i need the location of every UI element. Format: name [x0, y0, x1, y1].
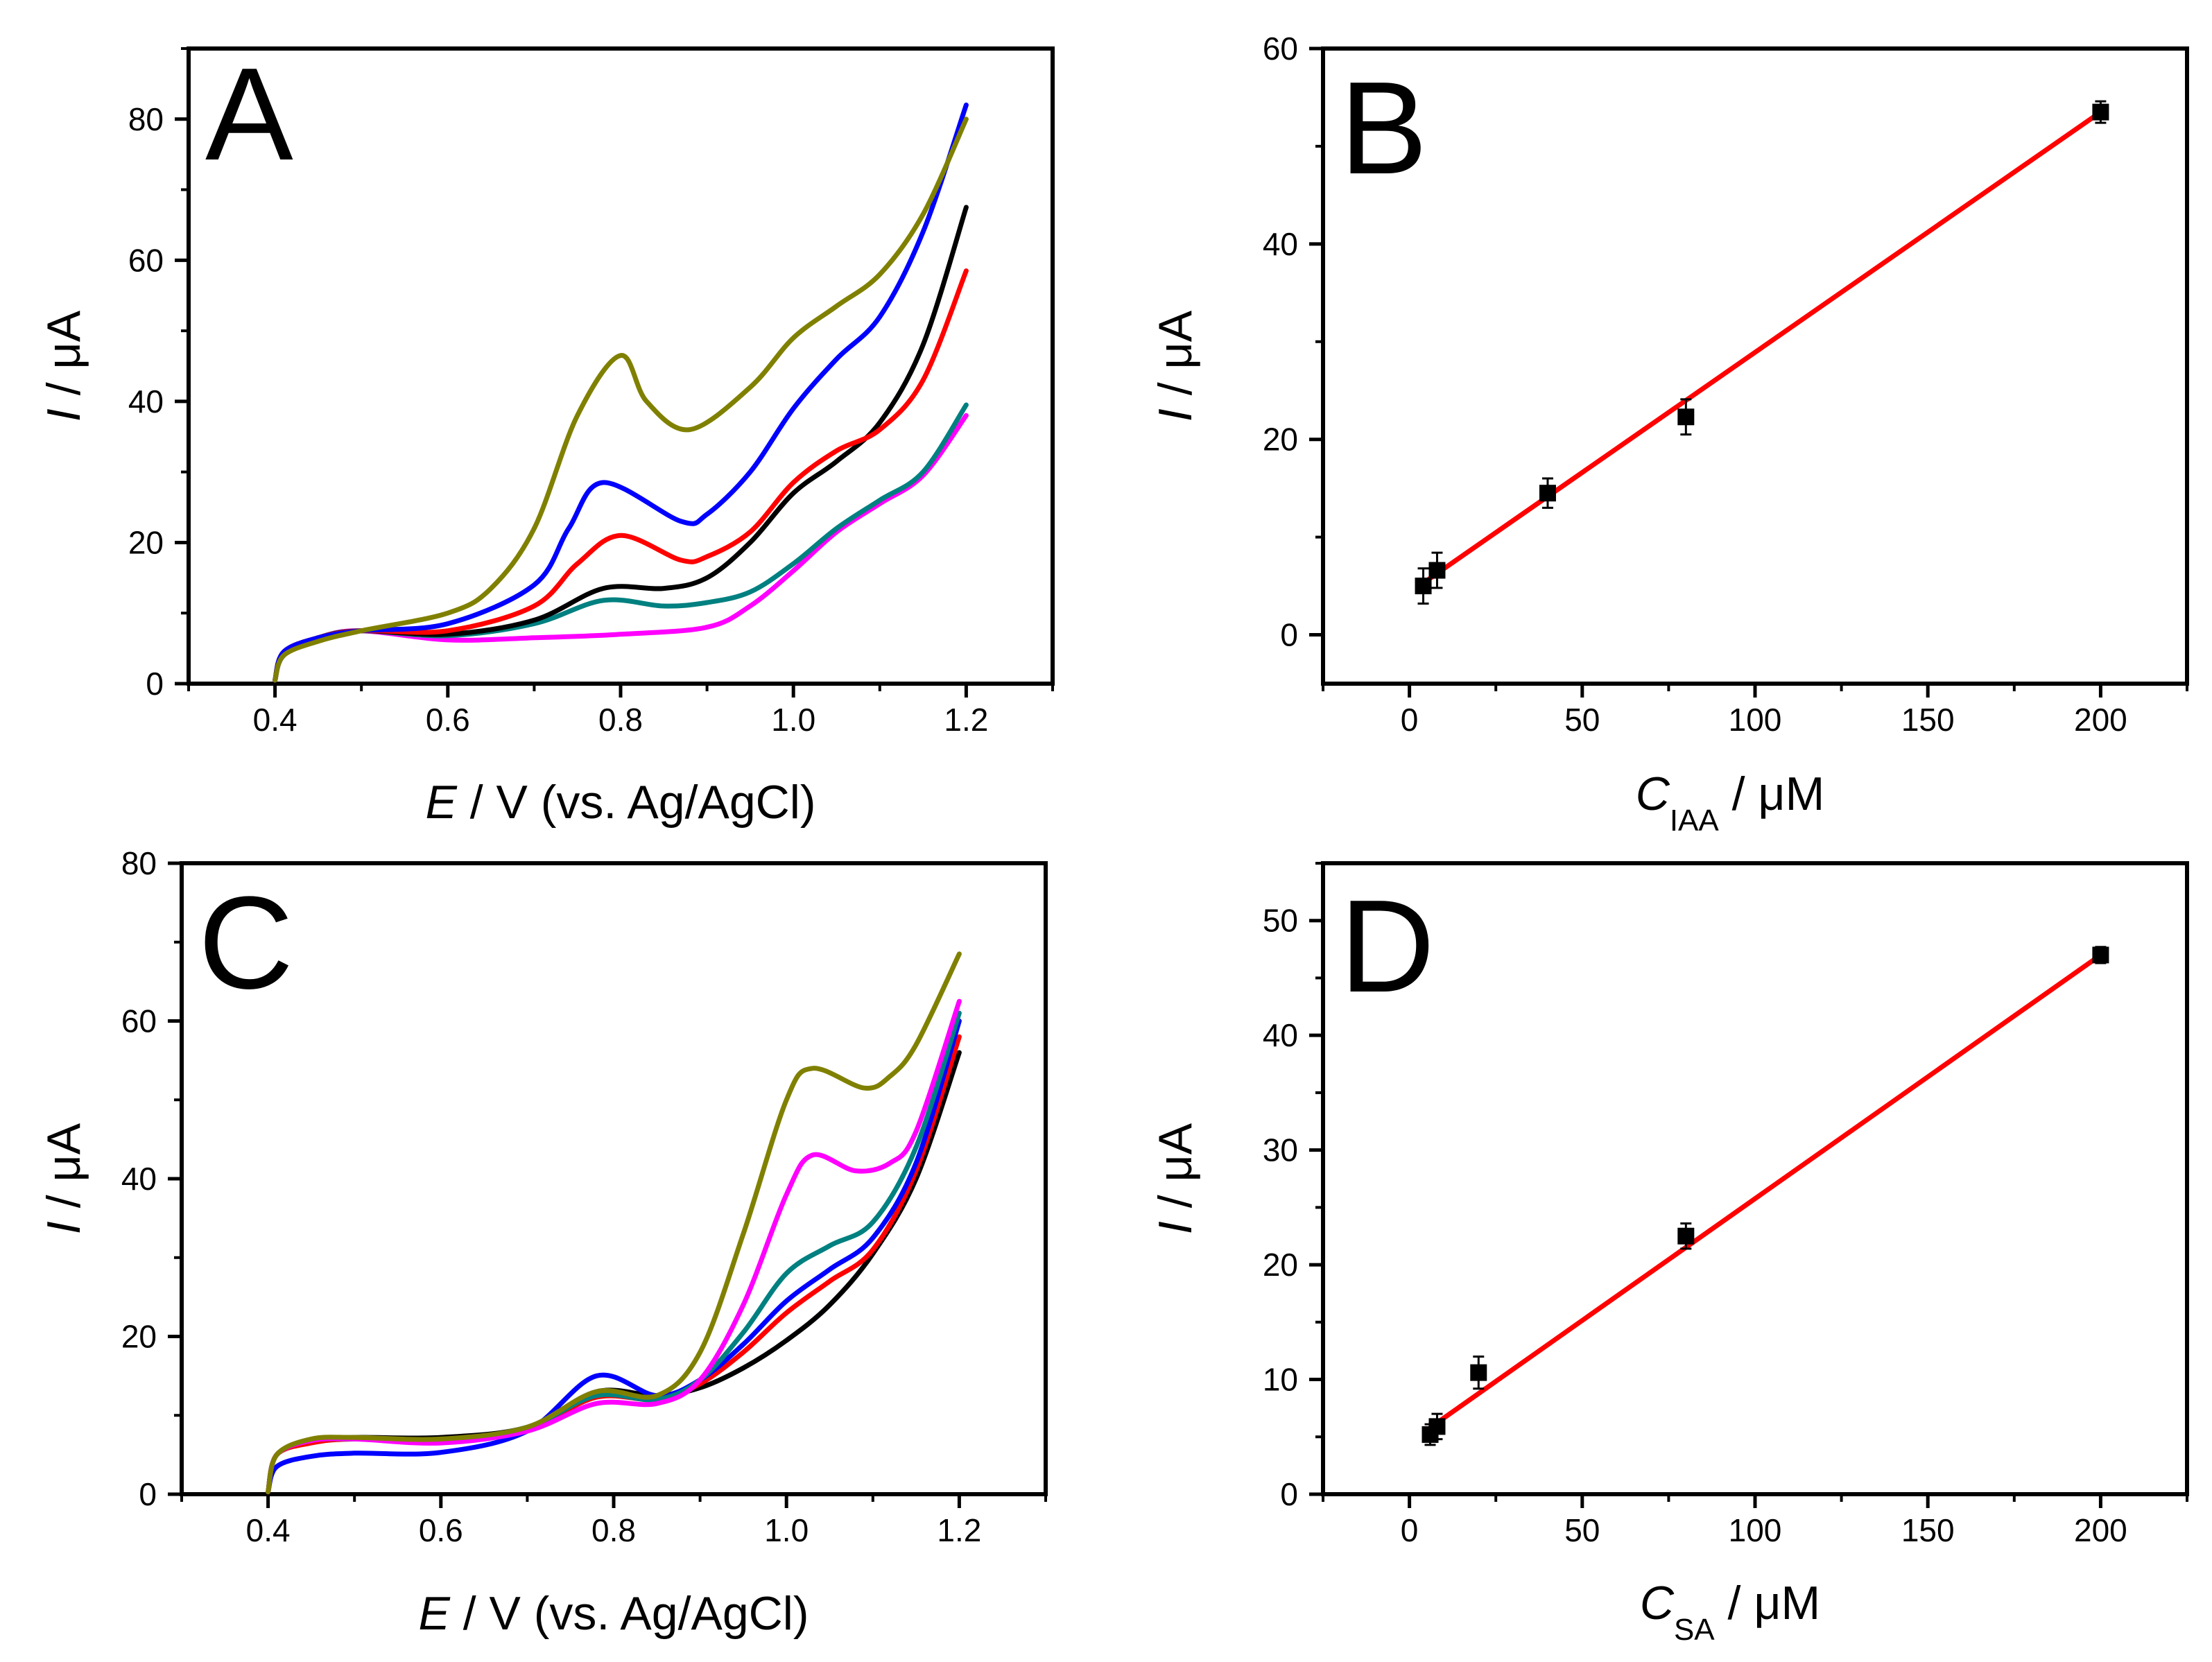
y-ticks: 0 20 40 60 80: [128, 47, 189, 702]
x-axis-label: CIAA / μM: [1636, 768, 1825, 838]
y-tick-label: 0: [146, 666, 164, 702]
y-tick-label: 60: [1263, 31, 1298, 67]
data-point: [2092, 103, 2109, 121]
panel-d: 0 50 100 150 200 0 10 20 30 40 50 D CSA / μM I / …: [1149, 861, 2189, 1647]
series-line-olive: [273, 116, 969, 683]
y-tick-label: 20: [1263, 422, 1298, 458]
x-tick-label: 100: [1729, 702, 1782, 738]
data-point: [1677, 408, 1695, 426]
y-tick-label: 80: [128, 101, 164, 137]
x-ticks: 0 50 100 150 200: [1322, 1494, 2188, 1548]
data-point: [1415, 578, 1432, 595]
panel-b: 0 50 100 150 200 0 20 40 60 B CIAA / μM I / μA: [1149, 31, 2189, 838]
y-axis-label: I / μA: [1149, 1123, 1202, 1234]
fit-line: [1428, 952, 2103, 1430]
plot-content: [1422, 946, 2109, 1446]
x-tick-label: 0.4: [246, 1512, 291, 1548]
y-axis-label: I / μA: [37, 310, 90, 422]
data-point: [1470, 1364, 1487, 1381]
x-tick-label: 0: [1401, 702, 1419, 738]
x-tick-label: 100: [1729, 1512, 1782, 1548]
plot-content: [1415, 100, 2109, 605]
data-point: [1677, 1227, 1695, 1245]
y-axis-label: I / μA: [1149, 310, 1202, 422]
x-tick-label: 1.0: [771, 702, 815, 738]
x-tick-label: 1.0: [764, 1512, 809, 1548]
y-tick-label: 40: [121, 1161, 157, 1197]
x-tick-label: 50: [1564, 702, 1600, 738]
data-point: [1539, 485, 1556, 502]
y-ticks: 0 20 40 60 80: [121, 845, 182, 1512]
y-tick-label: 80: [121, 845, 157, 881]
x-tick-label: 150: [1901, 1512, 1955, 1548]
data-point: [1428, 1418, 1446, 1435]
x-ticks: 0.4 0.6 0.8 1.0 1.2: [187, 684, 1054, 738]
data-point: [2092, 946, 2109, 964]
y-tick-label: 40: [1263, 1017, 1298, 1053]
x-tick-label: 0.6: [419, 1512, 463, 1548]
fit-line: [1421, 110, 2103, 586]
x-ticks: 0.4 0.6 0.8 1.0 1.2: [180, 1494, 1047, 1548]
x-tick-label: 0.4: [253, 702, 297, 738]
plot-content: [266, 951, 962, 1495]
x-tick-label: 1.2: [944, 702, 988, 738]
x-tick-label: 0.8: [598, 702, 643, 738]
panel-letter: A: [205, 41, 293, 188]
y-tick-label: 60: [121, 1003, 157, 1039]
y-tick-label: 0: [1280, 617, 1298, 653]
y-tick-label: 30: [1263, 1132, 1298, 1168]
y-tick-label: 10: [1263, 1362, 1298, 1398]
y-tick-label: 40: [1263, 226, 1298, 262]
x-tick-label: 150: [1901, 702, 1955, 738]
series-line-olive: [266, 951, 962, 1495]
panel-letter: C: [198, 869, 293, 1016]
x-tick-label: 200: [2074, 1512, 2127, 1548]
x-tick-label: 1.2: [937, 1512, 981, 1548]
x-axis-label: E / V (vs. Ag/AgCl): [418, 1587, 809, 1640]
x-tick-label: 50: [1564, 1512, 1600, 1548]
panel-a: 0.4 0.6 0.8 1.0 1.2 0 20 40 60 80 A E / V (vs. A…: [37, 41, 1055, 829]
y-tick-label: 20: [121, 1319, 157, 1355]
panel-letter: B: [1340, 55, 1428, 202]
x-ticks: 0 50 100 150 200: [1322, 684, 2188, 738]
data-point: [1428, 562, 1446, 579]
x-tick-label: 0: [1401, 1512, 1419, 1548]
y-tick-label: 20: [1263, 1247, 1298, 1283]
panel-letter: D: [1340, 873, 1435, 1020]
plot-content: [273, 102, 969, 683]
panel-c: 0.4 0.6 0.8 1.0 1.2 0 20 40 60 80 C E / V (vs. A…: [37, 845, 1048, 1640]
y-tick-label: 20: [128, 524, 164, 560]
y-axis-label: I / μA: [37, 1123, 90, 1234]
y-tick-label: 50: [1263, 903, 1298, 939]
x-tick-label: 0.6: [426, 702, 470, 738]
y-tick-label: 0: [139, 1476, 157, 1512]
y-ticks: 0 20 40 60: [1263, 31, 1323, 653]
y-tick-label: 40: [128, 383, 164, 419]
y-tick-label: 0: [1280, 1476, 1298, 1512]
y-tick-label: 60: [128, 242, 164, 278]
y-ticks: 0 10 20 30 40 50: [1263, 862, 1323, 1512]
x-tick-label: 200: [2074, 702, 2127, 738]
x-axis-label: E / V (vs. Ag/AgCl): [425, 776, 815, 829]
x-tick-label: 0.8: [591, 1512, 636, 1548]
x-axis-label: CSA / μM: [1640, 1577, 1820, 1647]
